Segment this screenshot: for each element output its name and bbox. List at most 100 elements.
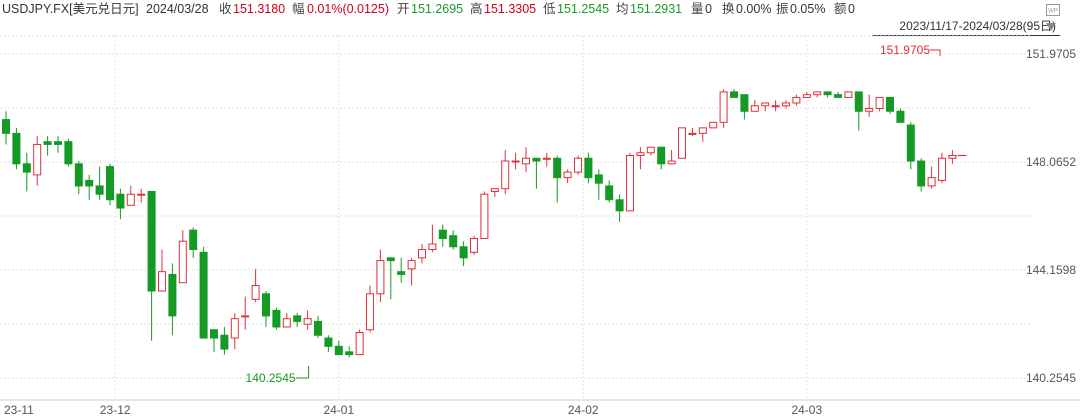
- svg-text:WP: WP: [1048, 9, 1058, 15]
- candle-body: [470, 237, 478, 253]
- candle: [293, 313, 302, 327]
- candle-body: [761, 102, 770, 107]
- candle: [709, 121, 718, 129]
- candle: [782, 100, 790, 109]
- candle-body: [834, 94, 842, 98]
- candle-body: [251, 284, 260, 300]
- candle: [480, 191, 489, 239]
- candle: [230, 313, 239, 350]
- candle-body: [490, 188, 499, 192]
- candle: [563, 169, 572, 184]
- candle-body: [636, 152, 645, 157]
- candle: [657, 146, 666, 170]
- candle-body: [74, 163, 83, 187]
- candle-body: [262, 293, 270, 317]
- candle-body: [646, 146, 655, 154]
- candle-body: [730, 91, 738, 98]
- candle-body: [116, 193, 125, 209]
- candle: [106, 163, 114, 206]
- candle-body: [844, 91, 853, 98]
- date-label: 2024/03/28: [146, 2, 209, 16]
- candle-body: [158, 271, 166, 292]
- candle: [844, 91, 853, 98]
- candle: [522, 147, 530, 173]
- change-label: 幅: [292, 2, 305, 16]
- amplitude-label: 振: [776, 2, 789, 16]
- x-tick-label: 23-12: [100, 403, 131, 417]
- min-annotation: 140.2545: [246, 371, 296, 385]
- candle: [241, 296, 250, 330]
- candle: [584, 152, 593, 184]
- candle-body: [750, 105, 759, 112]
- dropdown-triangle-icon[interactable]: [1045, 22, 1057, 32]
- candle-body: [740, 94, 749, 112]
- candle: [917, 158, 926, 192]
- candle: [678, 127, 686, 159]
- low-value: 151.2545: [557, 2, 610, 16]
- candle-body: [147, 190, 156, 292]
- candle: [542, 152, 551, 167]
- date-range-selector[interactable]: 2023/11/17-2024/03/28(95日): [899, 19, 1056, 33]
- y-tick-label: 140.2545: [1026, 371, 1076, 385]
- candle: [761, 102, 770, 112]
- candle: [438, 224, 447, 247]
- candle: [2, 111, 10, 145]
- min-annotation-line: [295, 366, 310, 379]
- candle: [355, 329, 364, 356]
- candle-body: [532, 157, 541, 162]
- candle: [116, 188, 125, 220]
- candle: [178, 230, 187, 284]
- candle: [906, 122, 915, 170]
- candle-body: [626, 155, 634, 212]
- candle: [376, 249, 385, 303]
- candle-body: [43, 141, 52, 145]
- candle-body: [802, 94, 811, 98]
- candle: [334, 340, 343, 356]
- candle-body: [719, 91, 728, 123]
- candle-body: [938, 157, 946, 181]
- candle: [262, 291, 270, 327]
- candle-body: [459, 246, 468, 259]
- candle: [813, 91, 822, 98]
- candle-body: [168, 273, 177, 317]
- quote-header: USDJPY.FX[美元兑日元] 2024/03/28 收 151.3180 幅…: [0, 0, 1080, 18]
- candle-body: [896, 110, 905, 123]
- candle-body: [605, 185, 614, 201]
- candle: [688, 127, 697, 137]
- candle: [459, 241, 468, 267]
- candle: [854, 91, 863, 131]
- candle: [532, 157, 541, 189]
- symbol-label: USDJPY.FX[美元兑日元]: [2, 2, 139, 16]
- candle-body: [324, 337, 333, 347]
- wp-icon[interactable]: WP: [1046, 4, 1060, 16]
- candle: [220, 326, 229, 355]
- amplitude-value: 0.05%: [790, 2, 826, 16]
- candle: [792, 94, 801, 106]
- candle: [511, 152, 520, 170]
- open-label: 开: [397, 2, 410, 16]
- candle: [470, 235, 478, 256]
- candle-body: [511, 160, 520, 163]
- x-tick-label: 24-02: [568, 403, 599, 417]
- candle: [574, 155, 582, 175]
- candle: [189, 227, 198, 258]
- open-value: 151.2695: [411, 2, 464, 16]
- x-axis-ticks: 23-11 23-12 24-01 24-02 24-03: [4, 403, 822, 417]
- candle-body: [241, 315, 250, 318]
- candle-body: [12, 132, 21, 165]
- candle-body: [698, 127, 707, 134]
- candle-body: [438, 229, 447, 239]
- candle: [490, 188, 499, 197]
- candle-body: [407, 260, 416, 270]
- candle-body: [449, 235, 458, 248]
- candle: [251, 268, 260, 303]
- high-value: 151.3305: [484, 2, 537, 16]
- candle: [12, 127, 21, 170]
- max-annotation: 151.9705: [880, 43, 930, 57]
- candle: [927, 166, 936, 189]
- candle: [698, 127, 707, 142]
- candle-body: [782, 102, 790, 107]
- candle-body: [85, 179, 94, 187]
- candle-body: [282, 318, 291, 328]
- candle: [386, 257, 395, 300]
